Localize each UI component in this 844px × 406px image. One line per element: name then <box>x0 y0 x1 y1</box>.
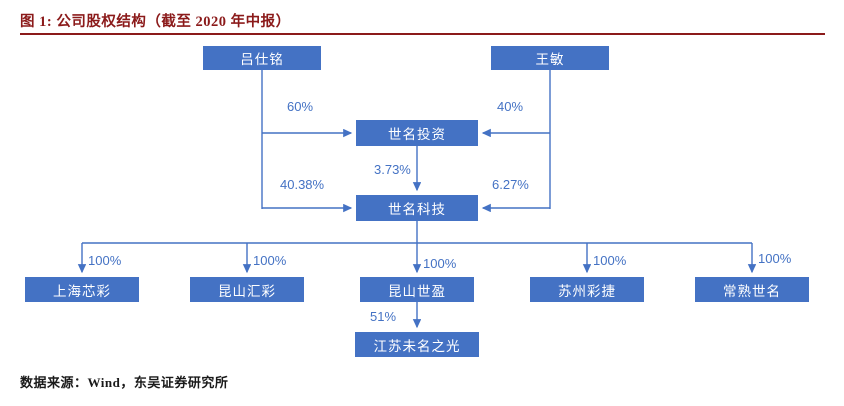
edge-label-sub3-subsub: 51% <box>370 309 397 324</box>
edge-label-founder-right-holding: 40% <box>497 99 524 114</box>
data-source: 数据来源：Wind，东吴证券研究所 <box>20 375 229 390</box>
edge-label-company-sub5: 100% <box>758 251 792 266</box>
title-underline <box>20 33 825 35</box>
edge-label-holding-company: 3.73% <box>374 162 411 177</box>
node-sub-kunshan-huicai: 昆山汇彩 <box>190 277 304 302</box>
edge-label-founder-left-holding: 60% <box>287 99 314 114</box>
node-sub-kunshan-shiying: 昆山世盈 <box>360 277 474 302</box>
node-jiangsu-weiming-light: 江苏未名之光 <box>355 332 479 357</box>
node-sub-shanghai-xincai: 上海芯彩 <box>25 277 139 302</box>
edge-label-company-sub2: 100% <box>253 253 287 268</box>
node-shiming-investment: 世名投资 <box>356 120 478 146</box>
figure-title: 图 1: 公司股权结构（截至 2020 年中报） <box>20 14 291 30</box>
node-sub-changshu-shiming: 常熟世名 <box>695 277 809 302</box>
node-shiming-tech: 世名科技 <box>356 195 478 221</box>
edge-label-company-sub3: 100% <box>423 256 457 271</box>
edge-label-founder-right-company: 6.27% <box>492 177 529 192</box>
edge-label-company-sub1: 100% <box>88 253 122 268</box>
node-founder-lu-shiming: 吕仕铭 <box>203 46 321 70</box>
node-sub-suzhou-caijie: 苏州彩捷 <box>530 277 644 302</box>
node-founder-wang-min: 王敏 <box>491 46 609 70</box>
edge-label-company-sub4: 100% <box>593 253 627 268</box>
edge-label-founder-left-company: 40.38% <box>280 177 325 192</box>
